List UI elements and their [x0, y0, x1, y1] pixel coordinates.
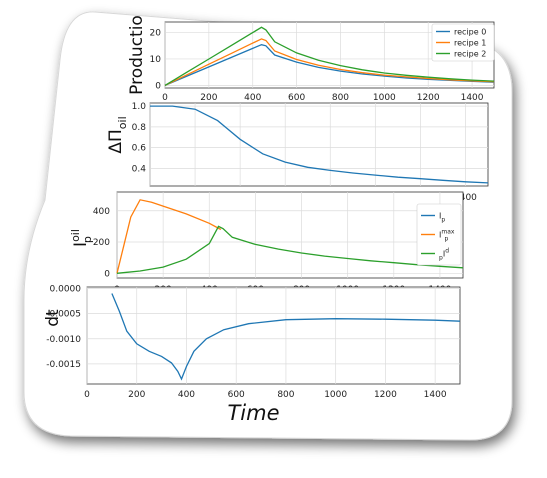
y-axis-label-sub: oil: [116, 116, 129, 129]
legend-label: recipe 1: [454, 39, 486, 48]
y-tick-label: 1.0: [132, 102, 147, 112]
panel-3: 02004006008001000120014000200400IoilpIpI…: [69, 191, 464, 295]
legend-box: [431, 23, 495, 62]
series-line-3-1: [116, 199, 222, 274]
x-tick-label: 1400: [461, 93, 484, 103]
y-tick-label: 0: [104, 269, 110, 279]
series-line-4-1: [111, 293, 461, 381]
y-tick-label: -0.0015: [46, 360, 81, 370]
legend: recipe 0 recipe 1 recipe 2: [431, 23, 495, 62]
y-tick-label: -0.0010: [46, 335, 81, 345]
x-tick-label: 800: [277, 390, 294, 400]
x-tick-label: 400: [244, 93, 261, 103]
x-tick-label: 1400: [454, 193, 477, 203]
y-tick-label: 0: [155, 81, 161, 91]
series-line-recipe-2: [164, 26, 495, 86]
y-tick-label: 0.8: [132, 123, 147, 133]
y-tick-label: 0.0000: [50, 285, 82, 295]
legend-label: Ip: [439, 212, 445, 224]
y-tick-label: -0.0005: [46, 310, 81, 320]
y-tick-label: 200: [93, 238, 110, 248]
x-tick-label: 200: [128, 390, 145, 400]
y-tick-label: 400: [93, 207, 110, 217]
x-tick-label: 200: [200, 93, 217, 103]
legend-box: [416, 203, 462, 266]
y-axis-label: dt: [43, 309, 63, 327]
x-tick-label: 1400: [424, 390, 447, 400]
x-tick-label: 0: [162, 93, 168, 103]
x-tick-label: 1000: [373, 93, 396, 103]
axes-frame: [149, 102, 489, 187]
y-tick-label: 0.6: [132, 144, 147, 154]
legend-label: recipe 2: [454, 50, 486, 59]
x-tick-label: 0: [84, 390, 90, 400]
legend-label: recipe 0: [454, 28, 486, 37]
y-tick-label: 0.4: [132, 164, 147, 174]
series-line-3-2: [116, 225, 464, 274]
y-tick-label: 20: [150, 29, 162, 39]
series-line-2-1: [150, 105, 489, 184]
x-tick-label: 1200: [417, 93, 440, 103]
x-tick-label: 1200: [374, 390, 397, 400]
x-tick-label: 1000: [324, 390, 347, 400]
series-line-recipe-0: [164, 44, 495, 86]
axes-frame: [86, 286, 461, 385]
series-line-recipe-1: [164, 38, 495, 86]
panel-4: 0 200 400 600 800 1000 1200 1400 0.0000 -0.0005 -0…: [43, 285, 461, 425]
x-tick-label: 600: [288, 93, 305, 103]
y-axis-label: Productio: [127, 15, 147, 95]
x-axis-label: Time: [227, 401, 279, 425]
y-tick-label: 10: [150, 55, 162, 65]
x-tick-label: 600: [228, 390, 245, 400]
x-tick-label: 400: [178, 390, 195, 400]
legend-label: Id p: [439, 248, 449, 262]
y-axis-label-sup: oil: [69, 229, 82, 242]
x-tick-label: 800: [332, 93, 349, 103]
y-axis-label-sub: p: [81, 236, 94, 243]
